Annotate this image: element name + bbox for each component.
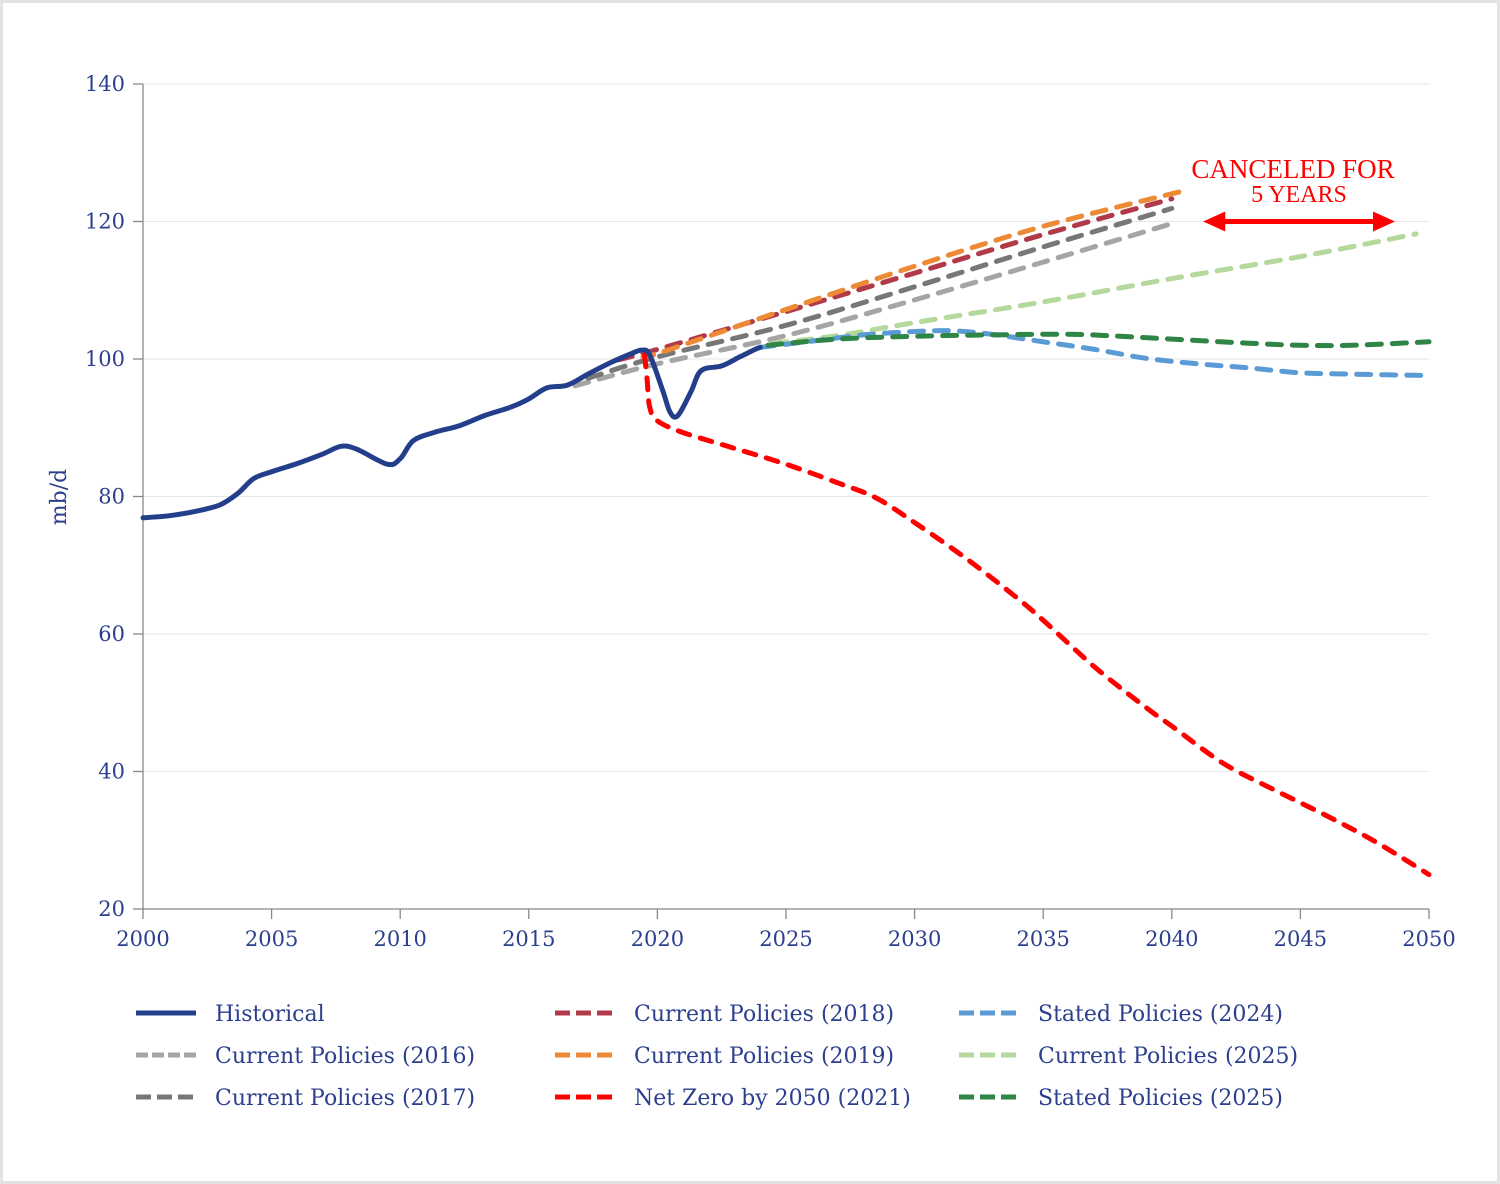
- x-tick-label-2025: 2025: [759, 927, 812, 951]
- legend-label-sp2024: Stated Policies (2024): [1038, 1002, 1283, 1027]
- series-line-cp2018: [616, 196, 1175, 363]
- annotation: CANCELED FOR 5 YEARS: [1191, 154, 1395, 232]
- series-line-cp2016: [572, 221, 1175, 389]
- x-tick-label-2050: 2050: [1402, 927, 1455, 951]
- x-tick-label-2015: 2015: [502, 927, 555, 951]
- y-tick-label-140: 140: [85, 72, 125, 96]
- annotation-line2: 5 YEARS: [1251, 182, 1347, 208]
- legend-label-cp2025: Current Policies (2025): [1038, 1044, 1298, 1069]
- x-tick-label-2010: 2010: [373, 927, 426, 951]
- legend-item-historical: Historical: [136, 1002, 325, 1027]
- y-tick-label-60: 60: [98, 622, 125, 646]
- legend-item-sp2025: Stated Policies (2025): [959, 1086, 1283, 1111]
- x-tick-label-2020: 2020: [631, 927, 684, 951]
- legend-label-cp2019: Current Policies (2019): [634, 1044, 894, 1069]
- legend-item-cp2018: Current Policies (2018): [555, 1002, 894, 1027]
- annotation-arrow-head-left: [1203, 211, 1226, 232]
- x-tick-label-2005: 2005: [245, 927, 298, 951]
- y-axis-title: mb/d: [47, 469, 72, 525]
- legend-label-sp2025: Stated Policies (2025): [1038, 1086, 1283, 1111]
- series-line-cp2017: [585, 205, 1175, 381]
- y-tick-label-100: 100: [85, 347, 125, 371]
- legend-item-cp2025: Current Policies (2025): [959, 1044, 1298, 1069]
- series-line-sp2025: [765, 331, 1432, 349]
- legend: Historical Current Policies (2016) Current…: [136, 1002, 1298, 1111]
- legend-item-nz2021: Net Zero by 2050 (2021): [555, 1086, 911, 1111]
- y-tick-label-80: 80: [98, 485, 125, 509]
- x-tick-label-2000: 2000: [116, 927, 169, 951]
- series-line-cp2019: [640, 188, 1188, 360]
- legend-item-cp2016: Current Policies (2016): [136, 1044, 475, 1069]
- x-tick-label-2040: 2040: [1145, 927, 1198, 951]
- y-tick-label-120: 120: [85, 210, 125, 234]
- series-line-historical: [140, 344, 763, 521]
- x-tick-label-2045: 2045: [1274, 927, 1327, 951]
- legend-item-sp2024: Stated Policies (2024): [959, 1002, 1283, 1027]
- annotation-line1: CANCELED FOR: [1191, 154, 1394, 184]
- series-line-sp2024: [757, 328, 1432, 378]
- legend-item-cp2017: Current Policies (2017): [136, 1086, 475, 1111]
- legend-label-nz2021: Net Zero by 2050 (2021): [634, 1086, 911, 1111]
- annotation-arrow-head-right: [1372, 211, 1395, 232]
- legend-label-historical: Historical: [215, 1002, 325, 1027]
- legend-item-cp2019: Current Policies (2019): [555, 1044, 894, 1069]
- series-line-nz2021: [642, 352, 1432, 878]
- legend-label-cp2016: Current Policies (2016): [215, 1044, 475, 1069]
- legend-label-cp2018: Current Policies (2018): [634, 1002, 894, 1027]
- series-lines: [140, 188, 1432, 878]
- x-tick-label-2035: 2035: [1016, 927, 1069, 951]
- y-tick-label-40: 40: [98, 760, 125, 784]
- series-line-cp2025: [770, 231, 1419, 346]
- x-tick-label-2030: 2030: [888, 927, 941, 951]
- y-tick-label-20: 20: [98, 897, 125, 921]
- legend-label-cp2017: Current Policies (2017): [215, 1086, 475, 1111]
- gridlines: [143, 83, 1429, 772]
